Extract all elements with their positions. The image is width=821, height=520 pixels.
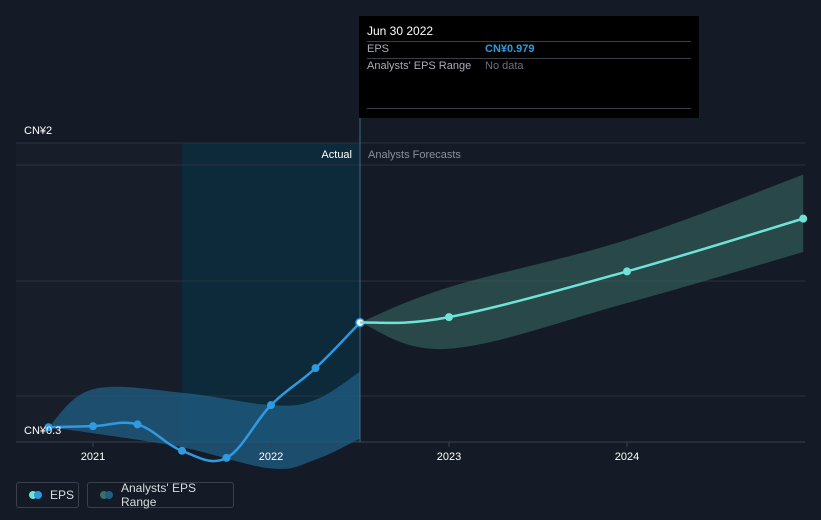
x-tick-label: 2021 xyxy=(81,451,105,463)
y-tick-label: CN¥2 xyxy=(24,125,52,137)
eps-line-actual xyxy=(48,321,361,463)
tooltip-divider xyxy=(367,58,691,59)
eps-point-actual xyxy=(89,422,97,431)
eps-line-forecast xyxy=(359,217,804,325)
legend-range-label: Analysts' EPS Range xyxy=(121,481,196,509)
legend-range-button[interactable]: Analysts' EPS Range xyxy=(87,481,234,509)
eps-point-actual xyxy=(222,453,231,462)
legend-eps-button[interactable]: EPS xyxy=(16,482,79,508)
eps-range-band-past xyxy=(48,371,360,469)
eps-point-actual xyxy=(311,364,320,373)
y-tick-label: CN¥0.3 xyxy=(24,425,61,437)
x-tick-label: 2024 xyxy=(615,451,639,463)
tooltip-divider xyxy=(367,108,691,109)
eps-range-band-forecast xyxy=(360,174,804,350)
forecast-label: Analysts Forecasts xyxy=(368,149,461,161)
tooltip-eps-label: EPS xyxy=(367,43,390,55)
tooltip-divider xyxy=(367,41,691,42)
eps-point-forecast xyxy=(799,214,808,223)
eps-point-actual xyxy=(178,446,186,455)
eps-point-actual xyxy=(44,423,53,432)
range-legend-icon xyxy=(100,491,113,499)
tooltip-range-value: No data xyxy=(485,60,524,72)
x-tick-label: 2023 xyxy=(437,451,461,463)
eps-point-forecast xyxy=(445,313,453,322)
actual-highlight xyxy=(182,143,360,442)
eps-point-actual xyxy=(133,420,142,429)
tooltip-range-label: Analysts' EPS Range xyxy=(367,60,472,72)
eps-point-actual xyxy=(267,401,275,410)
tooltip-eps-value: CN¥0.979 xyxy=(485,43,535,55)
actual-label: Actual xyxy=(321,149,352,161)
eps-legend-icon xyxy=(29,491,42,499)
x-tick-label: 2022 xyxy=(259,451,283,463)
legend-eps-label: EPS xyxy=(50,488,75,502)
tooltip-date: Jun 30 2022 xyxy=(367,24,434,38)
eps-point-forecast xyxy=(623,267,631,276)
hover-tooltip: Jun 30 2022 EPS CN¥0.979 Analysts' EPS R… xyxy=(359,16,699,118)
